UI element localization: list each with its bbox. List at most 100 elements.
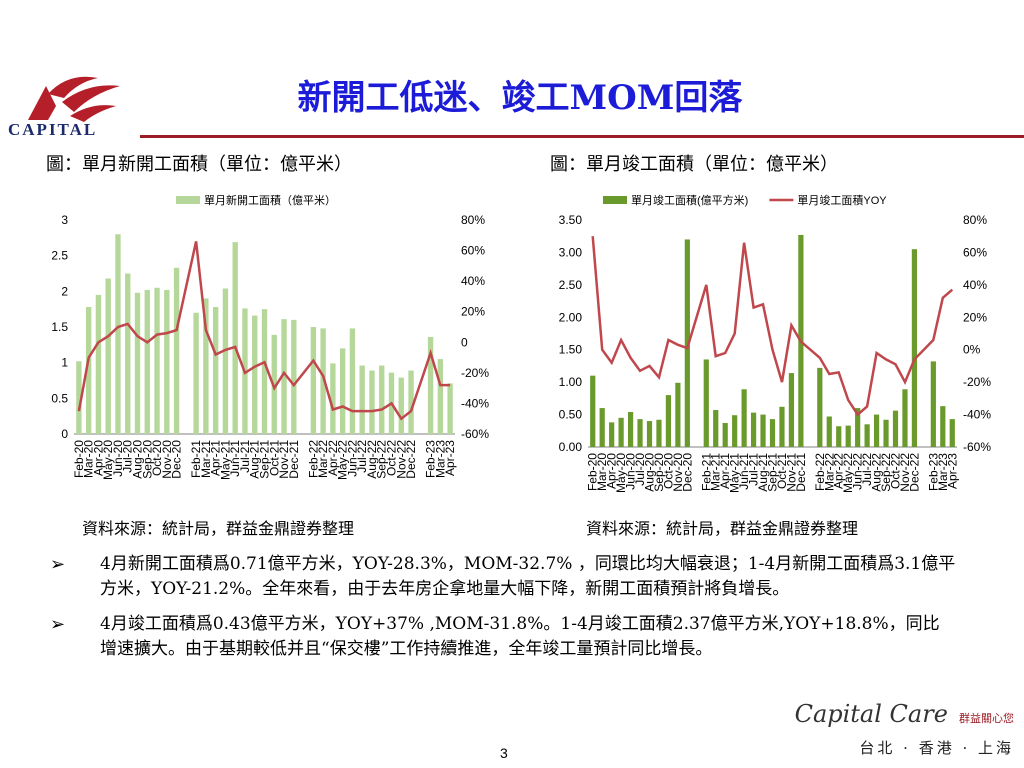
bar — [769, 419, 776, 447]
left-tick-label: 3.50 — [559, 213, 583, 227]
bar — [883, 419, 889, 447]
x-tick-label: Oct-22 — [385, 440, 399, 476]
left-tick-label: 3 — [61, 213, 68, 227]
bar — [864, 424, 870, 447]
cities-line: 台北 · 香港 · 上海 — [859, 739, 1014, 757]
x-tick-label: Oct-21 — [267, 440, 281, 476]
bullet-item: ➢ 4月竣工面積爲0.43億平方米，YOY+37% ,MOM-31.8%。1-4… — [46, 612, 956, 662]
x-tick-label: Oct-22 — [889, 453, 903, 489]
bar — [732, 415, 738, 447]
x-tick-label: Sep-22 — [375, 440, 389, 479]
right-tick-label: -20% — [461, 366, 489, 380]
bar — [203, 298, 209, 434]
x-tick-label: Aug-21 — [248, 440, 262, 479]
bar — [310, 327, 317, 434]
bar — [760, 414, 766, 447]
x-tick-label: Jul-22 — [355, 440, 369, 473]
logo-text: CAPITAL — [8, 120, 98, 139]
bar — [212, 307, 219, 434]
x-tick-label: Feb-23 — [926, 453, 940, 491]
bar — [836, 426, 842, 447]
bar — [826, 416, 832, 447]
left-tick-label: 2.50 — [559, 278, 583, 292]
bar — [656, 419, 662, 447]
bar — [618, 417, 624, 447]
x-tick-label: Feb-20 — [586, 453, 600, 491]
bar — [627, 411, 634, 447]
bar — [637, 419, 643, 447]
left-tick-label: 1.00 — [559, 375, 583, 389]
bar — [447, 383, 453, 434]
bar — [713, 410, 719, 447]
bar — [902, 389, 908, 447]
x-tick-label: Oct-21 — [775, 453, 789, 489]
x-tick-label: Mar-23 — [433, 440, 447, 478]
x-tick-label: Aug-20 — [643, 453, 657, 492]
bar — [398, 377, 404, 434]
arrow-bullet-icon: ➢ — [50, 554, 66, 575]
bar — [609, 422, 615, 447]
bar — [408, 370, 414, 434]
x-tick-label: Jun-22 — [851, 453, 865, 490]
x-tick-label: Sep-22 — [879, 453, 893, 492]
left-tick-label: 0.50 — [559, 408, 583, 422]
bar — [85, 307, 92, 434]
x-tick-label: Oct-20 — [150, 440, 164, 476]
x-tick-label: Aug-20 — [131, 440, 145, 479]
arrow-bullet-icon: ➢ — [50, 614, 66, 635]
left-tick-label: 0.00 — [559, 440, 583, 454]
x-tick-label: Nov-22 — [394, 440, 408, 479]
x-tick-label: Dec-22 — [404, 440, 418, 479]
right-tick-label: 20% — [461, 305, 485, 319]
x-tick-label: May-20 — [101, 440, 115, 480]
yoy-line — [77, 241, 451, 421]
x-tick-label: Mar-21 — [709, 453, 723, 491]
x-tick-label: Apr-21 — [718, 453, 732, 489]
right-tick-label: 80% — [963, 213, 987, 227]
bar — [125, 273, 131, 434]
title-rule — [140, 135, 1024, 138]
x-tick-label: Apr-20 — [91, 440, 105, 476]
bar — [339, 348, 346, 434]
bar — [930, 361, 936, 447]
bar — [281, 319, 287, 434]
bar — [193, 312, 199, 434]
bar — [271, 334, 277, 434]
x-tick-label: Jul-20 — [633, 453, 647, 486]
legend-swatch — [176, 196, 200, 204]
bar — [675, 382, 681, 447]
bullet-text: 4月竣工面積爲0.43億平方米，YOY+37% ,MOM-31.8%。1-4月竣… — [100, 614, 940, 659]
x-tick-label: May-22 — [841, 453, 855, 493]
bar — [873, 414, 880, 447]
x-tick-label: Apr-23 — [443, 440, 457, 476]
bullet-list: ➢ 4月新開工面積爲0.71億平方米，YOY-28.3%，MOM-32.7% ，… — [46, 552, 956, 672]
left-tick-label: 2 — [61, 284, 68, 298]
right-tick-label: -40% — [963, 408, 991, 422]
legend-label: 單月竣工面積(億平方米) — [631, 193, 748, 207]
bar — [665, 395, 672, 447]
left-tick-label: 0 — [61, 427, 68, 441]
legend-label: 單月新開工面積（億平米） — [204, 193, 336, 207]
bar — [105, 278, 111, 434]
x-tick-label: Dec-21 — [287, 440, 301, 479]
bar — [261, 309, 268, 434]
x-tick-label: Mar-20 — [595, 453, 609, 491]
right-tick-label: 80% — [461, 213, 485, 227]
x-tick-label: Oct-20 — [661, 453, 675, 489]
bar — [741, 389, 747, 447]
left-tick-label: 1 — [61, 356, 68, 370]
x-tick-label: Aug-22 — [870, 453, 884, 492]
right-tick-label: -40% — [461, 396, 489, 410]
x-tick-label: Aug-21 — [756, 453, 770, 492]
bar — [722, 423, 728, 447]
x-tick-label: Jun-20 — [111, 440, 125, 477]
right-tick-label: 0% — [963, 343, 981, 357]
right-tick-label: -20% — [963, 375, 991, 389]
left-tick-label: 3.00 — [559, 245, 583, 259]
x-tick-label: Dec-22 — [907, 453, 921, 492]
yoy-line — [591, 236, 954, 417]
x-tick-label: Jun-20 — [624, 453, 638, 490]
x-tick-label: Mar-23 — [936, 453, 950, 491]
x-tick-label: Apr-23 — [945, 453, 959, 489]
x-tick-label: Jun-21 — [228, 440, 242, 477]
